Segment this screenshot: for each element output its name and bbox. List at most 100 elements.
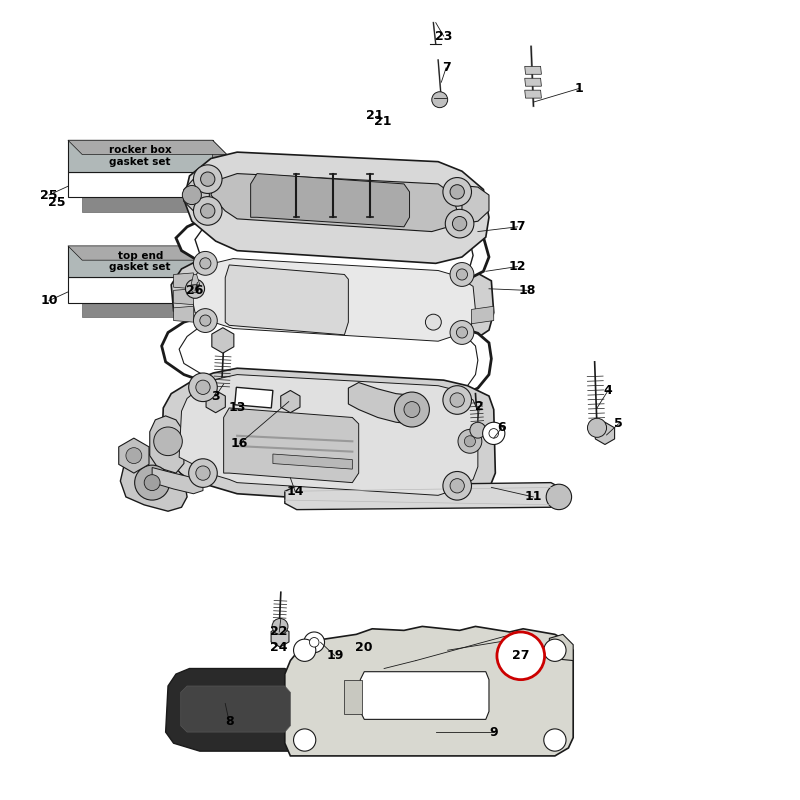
Polygon shape bbox=[271, 626, 289, 647]
Polygon shape bbox=[68, 140, 213, 172]
Polygon shape bbox=[179, 314, 478, 398]
Text: 24: 24 bbox=[270, 642, 288, 654]
Circle shape bbox=[457, 269, 467, 280]
Circle shape bbox=[489, 429, 498, 438]
Text: 21: 21 bbox=[374, 115, 391, 129]
Circle shape bbox=[404, 402, 420, 418]
Text: 10: 10 bbox=[40, 294, 58, 307]
Text: 13: 13 bbox=[229, 402, 246, 414]
Text: 3: 3 bbox=[211, 390, 220, 402]
Text: 11: 11 bbox=[525, 490, 542, 503]
Polygon shape bbox=[82, 154, 227, 212]
Polygon shape bbox=[226, 265, 348, 335]
Polygon shape bbox=[348, 382, 428, 424]
Polygon shape bbox=[224, 408, 358, 482]
Polygon shape bbox=[595, 422, 614, 445]
Text: 18: 18 bbox=[518, 284, 536, 297]
Polygon shape bbox=[195, 216, 473, 281]
Polygon shape bbox=[184, 152, 489, 263]
Polygon shape bbox=[68, 246, 227, 260]
Circle shape bbox=[294, 639, 316, 662]
Circle shape bbox=[200, 258, 211, 269]
Circle shape bbox=[194, 251, 218, 275]
Polygon shape bbox=[360, 672, 489, 719]
Circle shape bbox=[470, 422, 486, 438]
Text: 12: 12 bbox=[509, 260, 526, 273]
Text: 14: 14 bbox=[286, 485, 304, 498]
Circle shape bbox=[426, 314, 442, 330]
Circle shape bbox=[464, 436, 475, 447]
Circle shape bbox=[443, 386, 471, 414]
Circle shape bbox=[186, 279, 205, 298]
Text: 7: 7 bbox=[442, 62, 450, 74]
Text: 26: 26 bbox=[186, 284, 204, 297]
Circle shape bbox=[453, 217, 466, 230]
Polygon shape bbox=[150, 416, 184, 473]
Circle shape bbox=[194, 197, 222, 226]
Polygon shape bbox=[213, 140, 227, 212]
Circle shape bbox=[587, 418, 606, 438]
Polygon shape bbox=[234, 387, 273, 408]
Polygon shape bbox=[68, 172, 213, 198]
Text: 6: 6 bbox=[498, 422, 506, 434]
Text: 1: 1 bbox=[574, 82, 583, 95]
Circle shape bbox=[457, 327, 467, 338]
Circle shape bbox=[134, 465, 170, 500]
Circle shape bbox=[229, 302, 245, 318]
Polygon shape bbox=[176, 210, 489, 289]
Polygon shape bbox=[525, 78, 542, 86]
Polygon shape bbox=[462, 186, 489, 224]
Polygon shape bbox=[152, 467, 203, 494]
Circle shape bbox=[544, 729, 566, 751]
Polygon shape bbox=[191, 274, 200, 285]
Circle shape bbox=[450, 478, 464, 493]
Circle shape bbox=[450, 321, 474, 344]
Polygon shape bbox=[162, 310, 491, 403]
Polygon shape bbox=[213, 246, 227, 318]
Circle shape bbox=[189, 373, 218, 402]
Polygon shape bbox=[525, 66, 542, 74]
Text: 19: 19 bbox=[326, 650, 343, 662]
Polygon shape bbox=[206, 390, 226, 413]
Circle shape bbox=[196, 380, 210, 394]
Text: 22: 22 bbox=[270, 626, 288, 638]
Polygon shape bbox=[118, 438, 149, 473]
Circle shape bbox=[201, 172, 215, 186]
Text: 21: 21 bbox=[366, 109, 383, 122]
Text: 9: 9 bbox=[490, 726, 498, 738]
Polygon shape bbox=[82, 260, 227, 318]
Circle shape bbox=[443, 178, 471, 206]
Circle shape bbox=[450, 185, 464, 199]
Circle shape bbox=[426, 395, 442, 411]
Circle shape bbox=[310, 638, 319, 647]
Circle shape bbox=[458, 430, 482, 454]
Circle shape bbox=[189, 458, 218, 487]
Text: 25: 25 bbox=[48, 197, 66, 210]
Polygon shape bbox=[120, 454, 187, 511]
Polygon shape bbox=[181, 686, 290, 732]
Circle shape bbox=[194, 309, 218, 333]
Circle shape bbox=[544, 639, 566, 662]
Polygon shape bbox=[211, 174, 458, 231]
Circle shape bbox=[450, 262, 474, 286]
Circle shape bbox=[443, 471, 471, 500]
Polygon shape bbox=[281, 390, 300, 413]
Text: 23: 23 bbox=[435, 30, 452, 42]
Circle shape bbox=[272, 618, 288, 634]
Circle shape bbox=[432, 92, 448, 108]
Polygon shape bbox=[68, 278, 213, 303]
Polygon shape bbox=[344, 680, 362, 714]
Polygon shape bbox=[212, 328, 234, 353]
Polygon shape bbox=[171, 250, 494, 350]
Text: 4: 4 bbox=[604, 384, 613, 397]
Circle shape bbox=[182, 186, 202, 205]
Text: 2: 2 bbox=[475, 400, 484, 413]
Circle shape bbox=[191, 285, 199, 293]
Polygon shape bbox=[285, 626, 573, 756]
Circle shape bbox=[200, 315, 211, 326]
Polygon shape bbox=[525, 90, 542, 98]
Circle shape bbox=[201, 204, 215, 218]
Text: 20: 20 bbox=[355, 642, 373, 654]
Circle shape bbox=[126, 448, 142, 463]
Polygon shape bbox=[184, 179, 210, 211]
